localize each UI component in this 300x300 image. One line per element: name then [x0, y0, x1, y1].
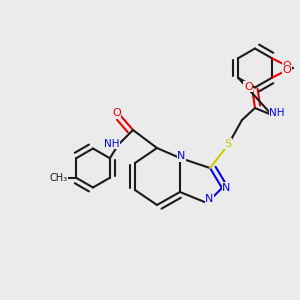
Text: NH: NH — [269, 109, 285, 118]
Text: O: O — [283, 65, 291, 75]
Text: CH₃: CH₃ — [50, 173, 68, 183]
Text: N: N — [222, 183, 231, 193]
Text: O: O — [112, 109, 121, 118]
Text: O: O — [283, 61, 291, 71]
Text: NH: NH — [104, 139, 119, 148]
Text: N: N — [177, 152, 186, 161]
Text: N: N — [205, 194, 214, 204]
Text: S: S — [224, 139, 232, 148]
Text: O: O — [244, 82, 253, 92]
